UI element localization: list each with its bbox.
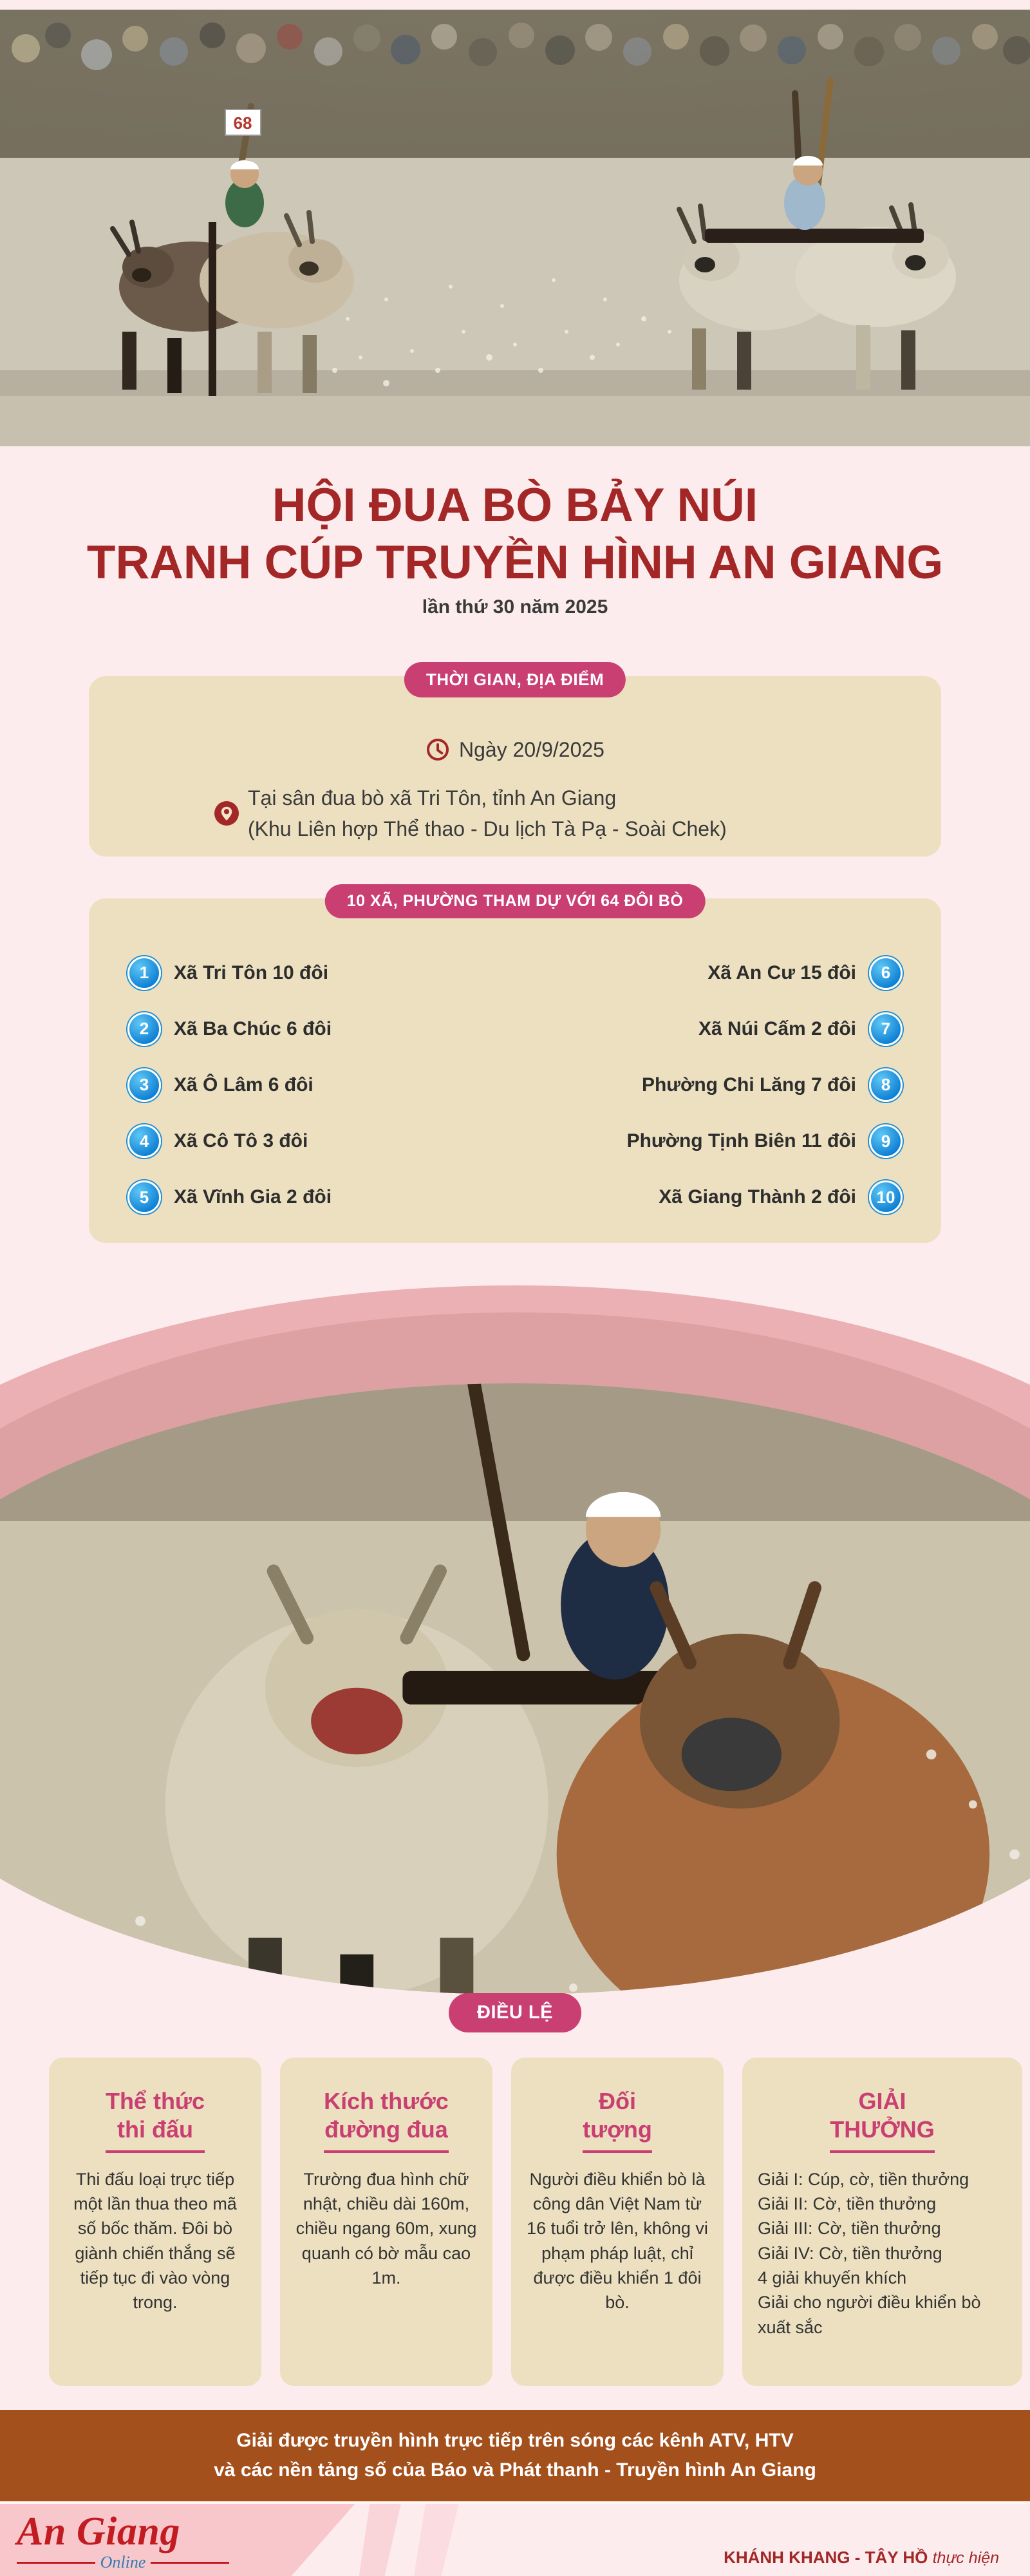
svg-text:68: 68 [234, 113, 252, 133]
